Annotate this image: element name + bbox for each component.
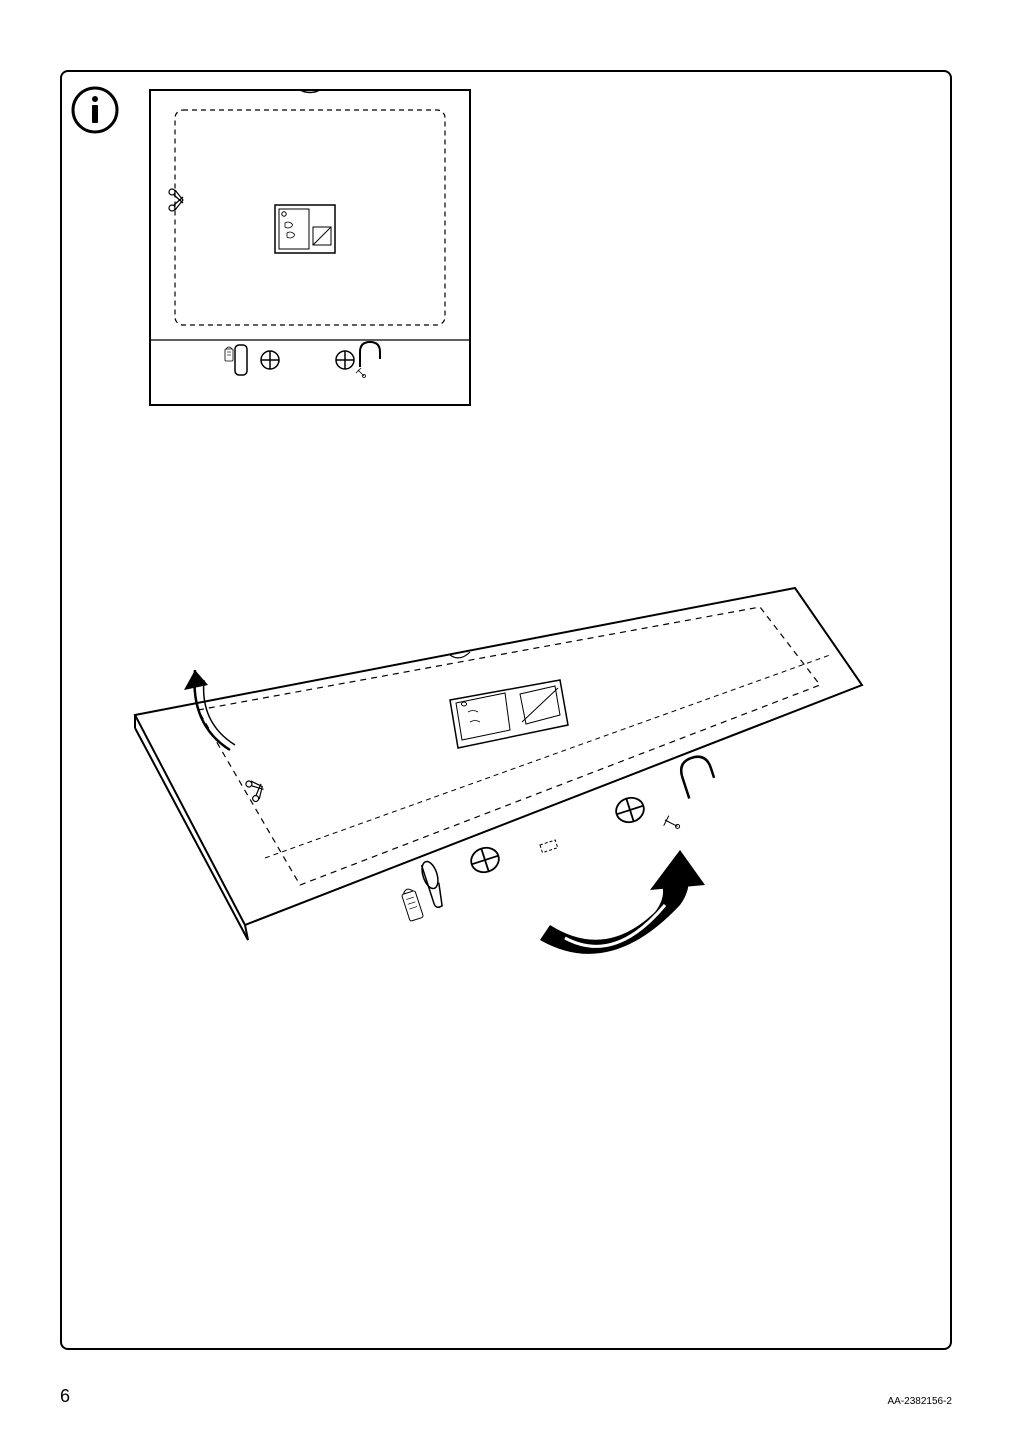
document-id: AA-2382156-2 xyxy=(888,1396,953,1407)
perspective-view-diagram xyxy=(100,510,900,1030)
info-icon xyxy=(70,85,120,135)
page-number: 6 xyxy=(60,1386,70,1407)
page: 6 AA-2382156-2 xyxy=(0,0,1012,1432)
top-view-diagram xyxy=(145,85,475,415)
